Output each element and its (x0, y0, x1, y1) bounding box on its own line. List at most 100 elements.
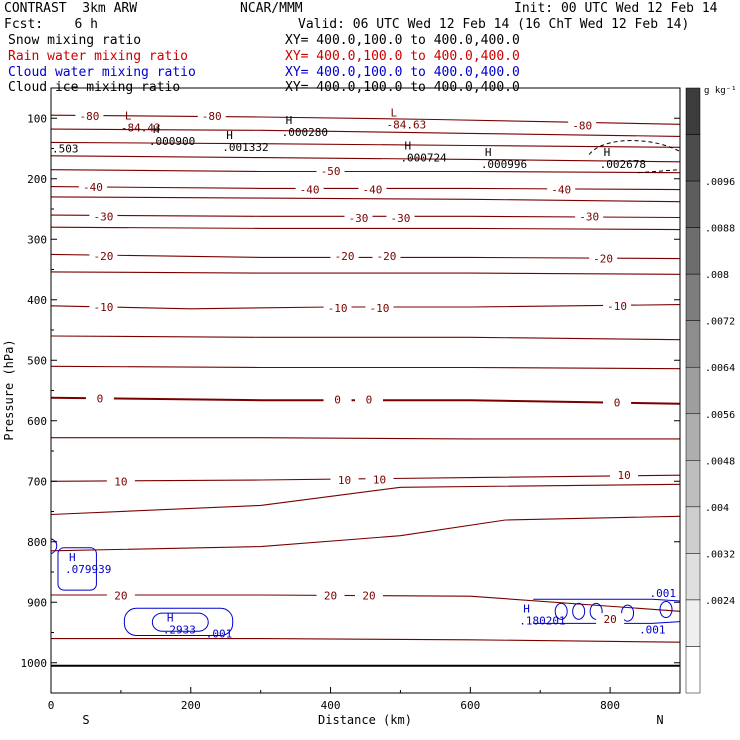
temperature-contour (50, 483, 681, 516)
extremum-mark: H (153, 123, 160, 136)
temperature-contour (50, 169, 681, 174)
extremum-value: .002678 (600, 158, 646, 171)
x-tick-label: 600 (460, 699, 480, 712)
contour-label: -30 (579, 210, 599, 223)
contour-label: 10 (373, 473, 386, 486)
contour-label: -40 (363, 184, 383, 197)
contour-label: -30 (349, 212, 369, 225)
contour-labels: -80 -80-80-50-40 -40 -40 -40-30 -30 -30 -30-20-… (75, 109, 639, 626)
contour-label: 20 (362, 590, 375, 603)
contour-label-bg (344, 212, 373, 225)
x-tick-label: 0 (48, 699, 55, 712)
cloud-water-contour (533, 621, 681, 624)
contour-label: -40 (300, 184, 320, 197)
y-tick-label: 200 (27, 173, 47, 186)
cloud-water-contour (123, 607, 234, 637)
temperature-contour (50, 128, 681, 137)
contour-label-bg (603, 396, 632, 409)
contour-label-bg (610, 469, 639, 482)
contour-label: -80 (202, 110, 222, 123)
temperature-contour (51, 638, 681, 643)
extremum-value: .079939 (65, 563, 111, 576)
contour-label: -10 (93, 301, 113, 314)
contour-label-bg (323, 393, 352, 406)
contour-label: -30 (391, 212, 411, 225)
field-name-snow: Snow mixing ratio (8, 33, 142, 48)
contour-label-bg (386, 212, 415, 225)
y-axis-label: Pressure (hPa) (2, 339, 16, 440)
colorbar-swatch (685, 506, 701, 554)
temperature-contour (50, 515, 681, 552)
contour-label-bg (589, 252, 618, 265)
contour-label: -30 (93, 210, 113, 223)
special-features (50, 140, 681, 667)
extremum-value: .001332 (222, 141, 268, 154)
field-xy-snow: XY= 400.0,100.0 to 400.0,400.0 (285, 33, 520, 48)
colorbar-label: .0064 (705, 363, 735, 374)
contour-label-bg (106, 589, 135, 602)
contour-label: -20 (335, 250, 355, 263)
direction-north: N (656, 713, 663, 727)
extremum-mark: H (69, 551, 76, 564)
valid-time: Valid: 06 UTC Wed 12 Feb 14 (16 ChT Wed … (298, 17, 690, 32)
cloud-water-contour (554, 602, 568, 620)
cloud-water-contour (533, 598, 681, 602)
contour-label: -40 (551, 184, 571, 197)
contour-label-bg (354, 393, 383, 406)
colorbar-swatch (685, 413, 701, 461)
colorbar-swatch (685, 553, 701, 601)
contour-label: 0 (614, 397, 621, 410)
edge-label: .001 (206, 628, 233, 641)
y-tick-label: 300 (27, 233, 47, 246)
edge-label: .503 (52, 143, 79, 156)
colorbar-swatch (685, 646, 701, 694)
extremum-value: .000900 (149, 135, 195, 148)
y-tick-label: 600 (27, 415, 47, 428)
contour-label-bg (365, 302, 394, 315)
contour-label: 0 (97, 392, 104, 405)
colorbar-swatch (685, 460, 701, 508)
contour-label-bg (85, 392, 114, 405)
contour-label: -20 (593, 253, 613, 266)
extremum-mark: H (226, 129, 233, 142)
x-tick-label: 400 (321, 699, 341, 712)
colorbar-swatch (685, 180, 701, 228)
field-xy-cloud-water: XY= 400.0,100.0 to 400.0,400.0 (285, 65, 520, 80)
contour-label-bg (106, 475, 135, 488)
temperature-contour (50, 196, 681, 203)
contour-label: 10 (617, 469, 630, 482)
contour-label-bg (575, 210, 604, 223)
extremum-value: .2933 (163, 623, 196, 636)
y-tick-label: 100 (27, 112, 47, 125)
temperature-contour (50, 335, 681, 341)
contour-label: -80 (80, 110, 100, 123)
extremum-mark: H (604, 146, 611, 159)
contour-label: -40 (83, 181, 103, 194)
contour-label: 20 (114, 590, 127, 603)
contour-label: 10 (338, 474, 351, 487)
contour-label: 0 (366, 394, 373, 407)
contour-label-bg (354, 589, 383, 602)
contour-label: 0 (334, 394, 341, 407)
colorbar-label: .008 (705, 270, 729, 281)
extremum-mark: L (390, 106, 397, 119)
extremum-mark: H (167, 611, 174, 624)
temperature-contour (50, 141, 681, 148)
extremum-value: .000724 (400, 152, 447, 165)
temperature-contour (50, 114, 681, 125)
x-tick-label: 200 (181, 699, 201, 712)
cloud-water-contour (50, 538, 58, 555)
contour-label: 20 (603, 613, 616, 626)
y-tick-label: 800 (27, 536, 47, 549)
contour-label-bg (365, 473, 394, 486)
colorbar-swatch (685, 273, 701, 321)
colorbar-label: .0096 (705, 177, 735, 188)
temperature-contour (50, 155, 681, 163)
colorbar-label: .0056 (705, 410, 735, 421)
contour-label-bg (330, 250, 359, 263)
extremum-mark: H (485, 146, 492, 159)
contour-label-bg (89, 210, 118, 223)
temperature-contour (51, 437, 680, 440)
field-name-rain: Rain water mixing ratio (8, 49, 189, 64)
